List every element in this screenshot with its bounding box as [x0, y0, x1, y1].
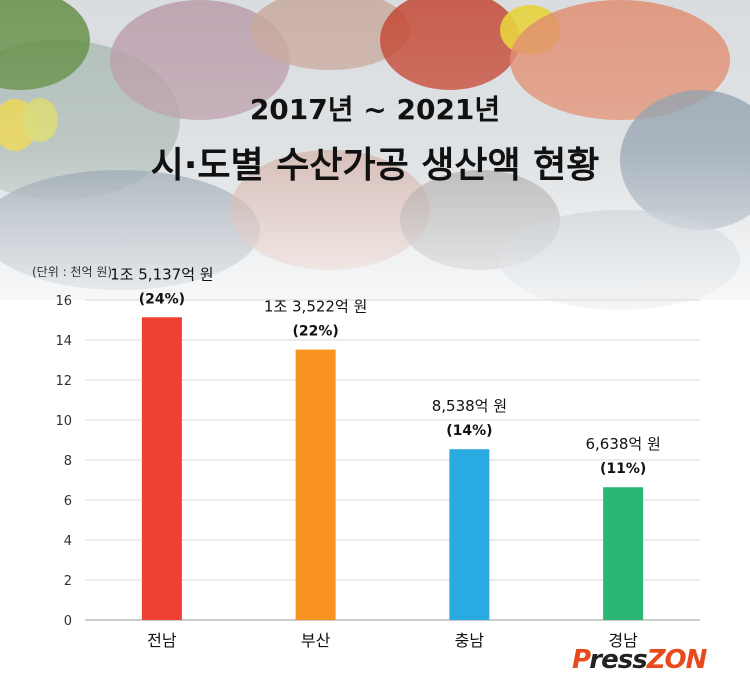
unit-label: (단위 : 천억 원) [32, 264, 112, 279]
y-tick-label: 6 [64, 494, 72, 509]
x-category-label: 충남 [455, 631, 485, 650]
y-axis-ticks: 0 2 4 6 8 10 12 14 16 [55, 294, 72, 629]
bar-전남 [141, 317, 182, 620]
value-label: 8,538억 원 [432, 397, 507, 415]
y-tick-label: 0 [64, 614, 72, 629]
percent-label: (14%) [446, 423, 492, 439]
x-axis-labels: 전남 부산 충남 경남 [147, 631, 638, 650]
gridlines [85, 299, 700, 621]
y-tick-label: 8 [64, 454, 72, 469]
logo-zon: ZON [646, 645, 708, 675]
x-category-label: 전남 [147, 631, 177, 650]
bars: 1조 5,137억 원 (24%) 1조 3,522억 원 (22%) 8,538억 원… [110, 265, 661, 620]
x-category-label: 부산 [301, 631, 331, 650]
y-tick-label: 2 [64, 574, 72, 589]
y-tick-label: 16 [55, 294, 72, 309]
bar-경남 [603, 487, 644, 620]
percent-label: (11%) [600, 461, 646, 477]
value-label: 1조 3,522억 원 [264, 298, 367, 316]
percent-label: (22%) [292, 324, 338, 340]
chart-title: 시·도별 수산가공 생산액 현황 [150, 145, 600, 186]
logo-p: P [572, 645, 590, 675]
presszon-logo: PressZON [572, 645, 708, 675]
bar-충남 [449, 449, 490, 620]
bar-부산 [295, 349, 336, 620]
title-years: 2017년 ~ 2021년 [249, 93, 501, 126]
y-tick-label: 10 [55, 414, 72, 429]
percent-label: (24%) [139, 291, 185, 307]
value-label: 1조 5,137억 원 [110, 265, 213, 283]
x-category-label: 경남 [608, 631, 638, 650]
value-label: 6,638억 원 [585, 435, 660, 453]
y-tick-label: 12 [55, 374, 72, 389]
y-tick-label: 14 [55, 334, 72, 349]
logo-ress: ress [589, 645, 647, 675]
y-tick-label: 4 [64, 534, 72, 549]
